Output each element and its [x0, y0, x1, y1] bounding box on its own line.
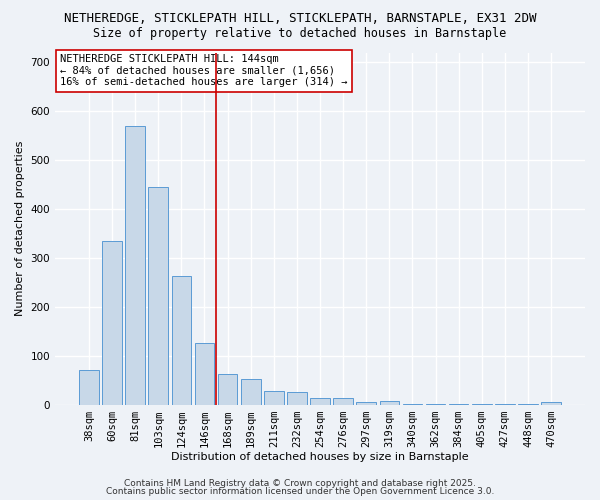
Text: Size of property relative to detached houses in Barnstaple: Size of property relative to detached ho…: [94, 28, 506, 40]
Bar: [334, 398, 353, 404]
Text: NETHEREDGE STICKLEPATH HILL: 144sqm
← 84% of detached houses are smaller (1,656): NETHEREDGE STICKLEPATH HILL: 144sqm ← 84…: [61, 54, 348, 88]
Bar: [380, 401, 399, 404]
Bar: [148, 187, 168, 404]
Bar: [194, 344, 214, 404]
Bar: [218, 374, 238, 404]
Bar: [125, 126, 145, 404]
Text: Contains public sector information licensed under the Open Government Licence 3.: Contains public sector information licen…: [106, 487, 494, 496]
Bar: [264, 391, 284, 404]
Bar: [310, 398, 330, 404]
Y-axis label: Number of detached properties: Number of detached properties: [15, 141, 25, 316]
Bar: [356, 402, 376, 404]
Bar: [287, 392, 307, 404]
Text: Contains HM Land Registry data © Crown copyright and database right 2025.: Contains HM Land Registry data © Crown c…: [124, 478, 476, 488]
Bar: [102, 241, 122, 404]
Bar: [541, 402, 561, 404]
Bar: [79, 370, 99, 404]
X-axis label: Distribution of detached houses by size in Barnstaple: Distribution of detached houses by size …: [171, 452, 469, 462]
Text: NETHEREDGE, STICKLEPATH HILL, STICKLEPATH, BARNSTAPLE, EX31 2DW: NETHEREDGE, STICKLEPATH HILL, STICKLEPAT…: [64, 12, 536, 26]
Bar: [172, 276, 191, 404]
Bar: [241, 379, 260, 404]
